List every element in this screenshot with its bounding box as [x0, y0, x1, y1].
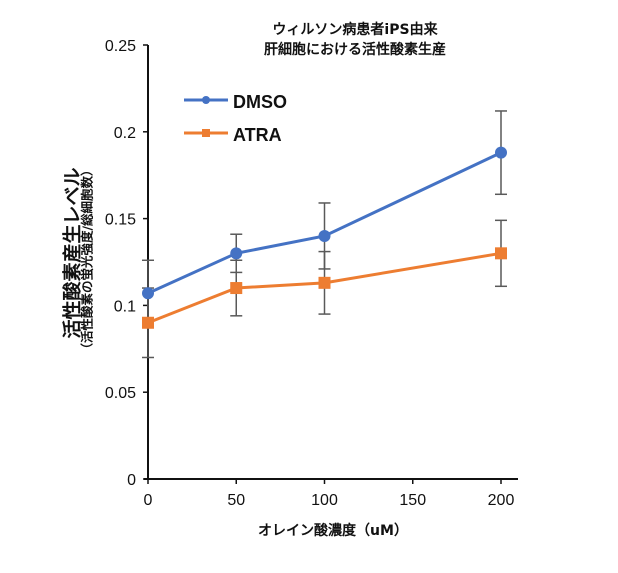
- data-point-dmso: [230, 247, 243, 260]
- data-point-atra: [318, 276, 331, 289]
- data-point-dmso: [495, 146, 507, 159]
- data-point-atra: [230, 282, 243, 295]
- x-tick-label: 50: [227, 492, 245, 509]
- x-tick-label: 150: [399, 492, 426, 509]
- series-line-dmso: [147, 151, 502, 295]
- y-tick-label: 0.15: [105, 212, 136, 229]
- data-point-dmso: [318, 229, 331, 242]
- x-axis-label: オレイン酸濃度（uM）: [258, 523, 408, 539]
- series-line-atra: [147, 251, 502, 325]
- chart-title-line-1: ウィルソン病患者iPS由来: [272, 22, 438, 38]
- legend-label-dmso: DMSO: [233, 92, 287, 112]
- y-tick-label: 0.2: [114, 125, 136, 142]
- y-tick-label: 0.25: [105, 38, 136, 55]
- legend-marker-atra: [202, 129, 210, 137]
- y-tick-label: 0.1: [114, 298, 136, 315]
- y-tick-label: 0.05: [105, 385, 136, 402]
- data-point-atra: [142, 316, 154, 329]
- legend-marker-dmso: [202, 96, 210, 104]
- x-tick-label: 0: [144, 492, 153, 509]
- data-point-dmso: [142, 287, 154, 300]
- x-tick-label: 100: [311, 492, 338, 509]
- legend-label-atra: ATRA: [233, 125, 282, 145]
- chart-title-line-2: 肝細胞における活性酸素生産: [264, 42, 446, 58]
- y-tick-label: 0: [127, 472, 136, 489]
- x-tick-label: 200: [488, 492, 515, 509]
- data-point-atra: [495, 247, 507, 260]
